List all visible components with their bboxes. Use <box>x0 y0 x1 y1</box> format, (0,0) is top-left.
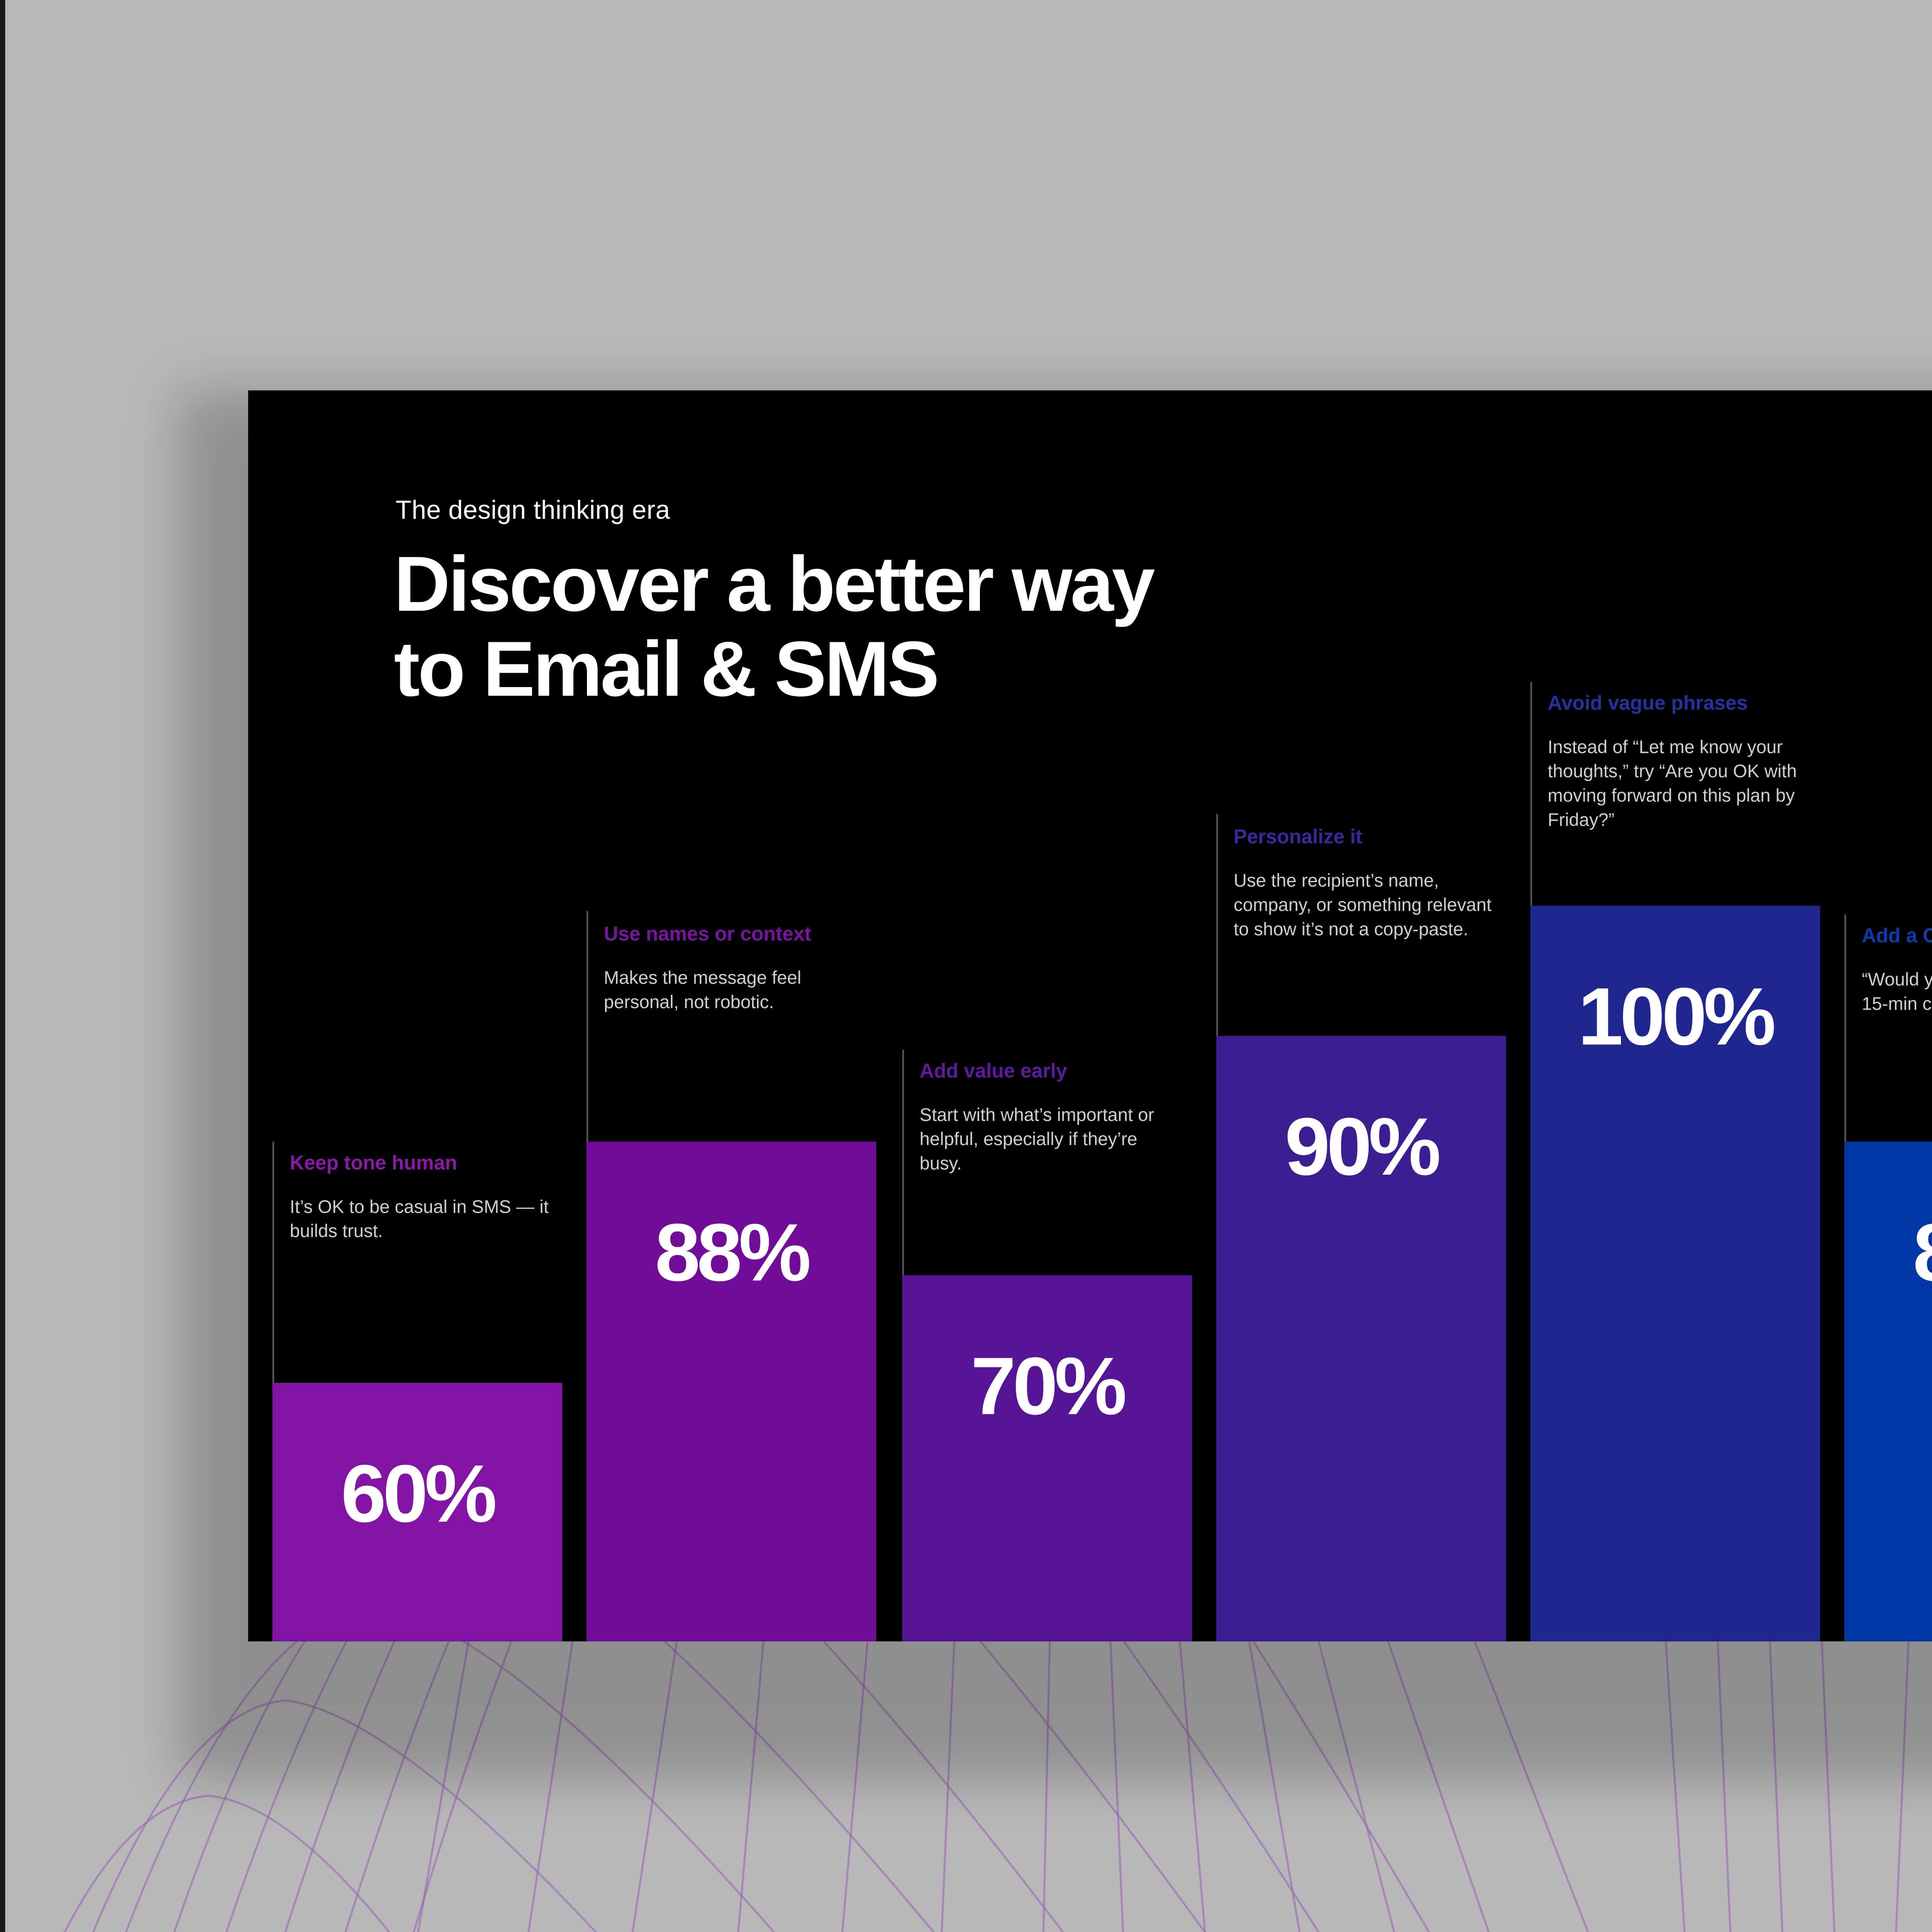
column-title: Keep tone human <box>289 1154 457 1175</box>
bar: 60% <box>272 1383 562 1641</box>
chart-column-avoid-vague-phrases: Avoid vague phrases Instead of “Let me k… <box>1530 390 1820 1641</box>
bar-value-label: 80% <box>1913 1204 1932 1641</box>
bar: 70% <box>902 1275 1192 1641</box>
bar-value-label: 70% <box>971 1339 1127 1432</box>
column-label: Personalize it Use the recipient’s name,… <box>1234 828 1494 942</box>
column-title: Add value early <box>919 1062 1067 1083</box>
column-description: “Would you like to schedule a 15-min cal… <box>1862 970 1932 1015</box>
column-title: Avoid vague phrases <box>1548 694 1748 715</box>
frame-edge-left <box>0 0 5 1932</box>
bar-value-label: 60% <box>341 1447 497 1539</box>
column-title: Use names or context <box>604 925 811 946</box>
column-description: Makes the message feel personal, not rob… <box>604 968 801 1014</box>
column-label: Keep tone human It’s OK to be casual in … <box>290 1154 550 1244</box>
bar: 88% <box>586 1141 876 1641</box>
chart-column-personalize-it: Personalize it Use the recipient’s name,… <box>1216 390 1506 1641</box>
column-title: Add a CTA (Call to Action) <box>1862 926 1932 947</box>
column-description: Instead of “Let me know your thoughts,” … <box>1548 737 1797 831</box>
chart-column-add-value-early: Add value early Start with what’s import… <box>902 390 1192 1641</box>
title-line-2: to Email & SMS <box>394 624 939 713</box>
bar-value-label: 88% <box>655 1206 811 1298</box>
bar-value-label: 90% <box>1284 1100 1441 1192</box>
column-description: Use the recipient’s name, company, or so… <box>1233 871 1492 940</box>
bar: 100% <box>1530 905 1820 1641</box>
column-label: Use names or context Makes the message f… <box>604 925 864 1015</box>
column-label: Avoid vague phrases Instead of “Let me k… <box>1548 694 1808 833</box>
slide-eyebrow: The design thinking era <box>395 496 670 526</box>
column-label: Add value early Start with what’s import… <box>920 1062 1180 1176</box>
slide: The design thinking era Discover a bette… <box>248 390 1932 1641</box>
bar: 90% <box>1216 1036 1506 1641</box>
chart-column-use-names-or-context: Use names or context Makes the message f… <box>586 390 876 1641</box>
title-line-1: Discover a better way <box>394 539 1155 628</box>
chart-column-keep-tone-human: Keep tone human It’s OK to be casual in … <box>272 390 562 1641</box>
bar: 80% <box>1844 1141 1932 1641</box>
slide-title: Discover a better way to Email & SMS <box>394 541 1366 711</box>
chart-column-add-a-cta: Add a CTA (Call to Action) “Would you li… <box>1844 390 1932 1641</box>
bar-value-label: 100% <box>1578 970 1776 1062</box>
column-title: Personalize it <box>1233 827 1362 849</box>
column-label: Add a CTA (Call to Action) “Would you li… <box>1862 927 1932 1017</box>
column-description: Start with what’s important or helpful, … <box>919 1105 1155 1175</box>
column-description: It’s OK to be casual in SMS — it builds … <box>289 1197 549 1243</box>
